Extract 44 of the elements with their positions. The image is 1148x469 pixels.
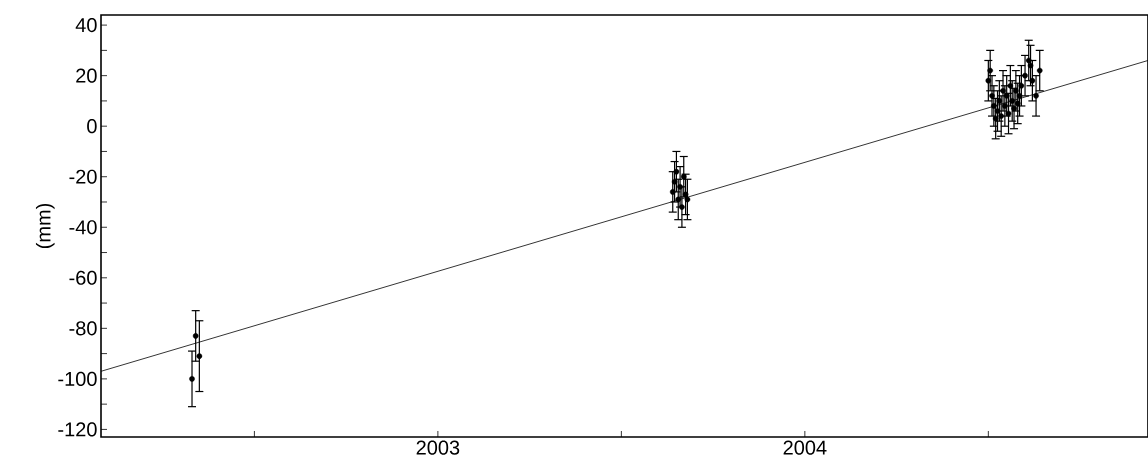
point <box>1016 93 1023 99</box>
point <box>671 178 678 185</box>
point <box>1033 93 1039 99</box>
point <box>994 108 1001 114</box>
point <box>669 189 676 195</box>
point <box>987 67 993 74</box>
point <box>991 103 997 109</box>
point <box>192 333 199 339</box>
x-tick-label: 2003 <box>416 440 460 455</box>
y-tick-label: -40 <box>69 220 97 235</box>
point <box>189 376 195 382</box>
y-tick-label: -120 <box>58 422 97 437</box>
point <box>675 196 682 203</box>
point <box>1014 100 1021 107</box>
point <box>992 115 999 122</box>
point <box>1009 98 1015 104</box>
point <box>680 173 687 180</box>
y-tick-label: -60 <box>69 270 97 285</box>
y-tick-label: 0 <box>87 119 97 134</box>
point <box>677 184 683 190</box>
point <box>1002 103 1008 109</box>
y-tick-label: -80 <box>69 321 97 336</box>
point <box>1036 67 1043 74</box>
x-tick-label: 2004 <box>783 440 827 455</box>
point <box>673 168 680 175</box>
point <box>1013 88 1019 94</box>
point <box>1029 77 1036 84</box>
point <box>1022 72 1028 79</box>
point <box>1018 82 1025 89</box>
point <box>998 113 1004 119</box>
point <box>989 93 995 99</box>
y-tick-label: 20 <box>76 68 97 83</box>
y-tick-label: 40 <box>75 18 97 33</box>
point <box>1011 105 1017 112</box>
y-tick-label: -100 <box>58 371 97 386</box>
point <box>1000 88 1006 94</box>
point <box>1025 57 1032 64</box>
point <box>985 77 992 84</box>
y-tick-label: -20 <box>69 169 97 184</box>
point <box>684 196 691 203</box>
point <box>679 204 685 210</box>
y-axis-title: (mm) <box>35 203 55 249</box>
point <box>1003 93 1010 99</box>
point <box>196 353 203 359</box>
